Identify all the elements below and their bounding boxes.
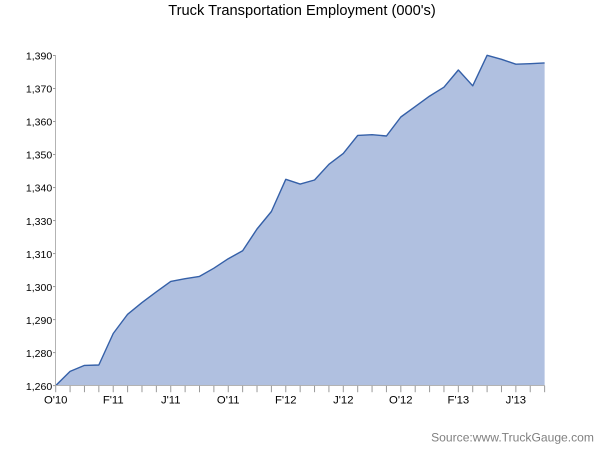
- svg-text:Source:www.TruckGauge.com: Source:www.TruckGauge.com: [431, 431, 594, 445]
- svg-text:O'12: O'12: [389, 395, 413, 407]
- svg-text:1,390: 1,390: [26, 51, 52, 63]
- svg-text:1,280: 1,280: [26, 348, 52, 360]
- svg-text:O'11: O'11: [217, 395, 240, 407]
- svg-text:J'12: J'12: [333, 395, 353, 407]
- svg-text:O'10: O'10: [44, 395, 68, 407]
- svg-text:1,350: 1,350: [26, 150, 52, 162]
- svg-text:F'12: F'12: [275, 395, 297, 407]
- svg-text:1,330: 1,330: [26, 216, 52, 228]
- svg-text:F'11: F'11: [103, 395, 124, 407]
- svg-text:Truck Transportation Employmen: Truck Transportation Employment (000's): [168, 3, 436, 19]
- svg-text:F'13: F'13: [448, 395, 470, 407]
- svg-text:J'11: J'11: [161, 395, 181, 407]
- svg-text:1,260: 1,260: [26, 381, 52, 393]
- svg-text:J'13: J'13: [506, 395, 526, 407]
- svg-text:1,370: 1,370: [26, 84, 52, 96]
- svg-text:1,300: 1,300: [26, 282, 52, 294]
- svg-text:1,310: 1,310: [26, 249, 52, 261]
- svg-text:1,290: 1,290: [26, 315, 52, 327]
- svg-text:1,340: 1,340: [26, 183, 52, 195]
- svg-text:1,360: 1,360: [26, 117, 52, 129]
